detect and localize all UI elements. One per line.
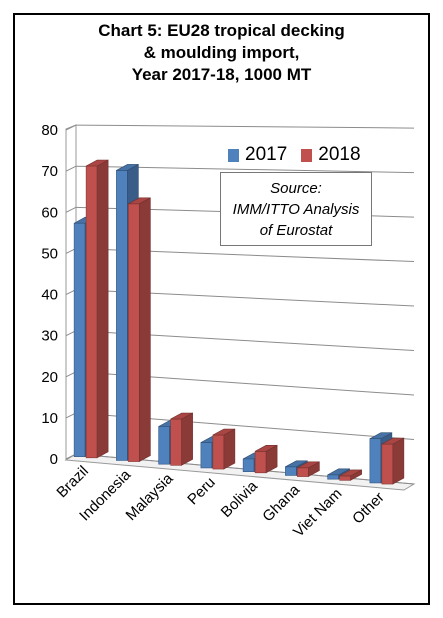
source-annotation: Source: IMM/ITTO Analysis of Eurostat: [220, 172, 372, 246]
gridline-side: [65, 165, 77, 172]
legend-swatch-2018: [301, 148, 313, 162]
chart-legend: 2017 2018: [228, 144, 361, 166]
bar-2018-viet-nam: [339, 469, 362, 481]
y-tick-label: 80: [41, 122, 58, 139]
chart-title-line-3: Year 2017-18, 1000 MT: [131, 65, 312, 84]
x-tick-label: Peru: [184, 474, 218, 508]
legend-swatch-2017: [228, 148, 239, 162]
bar-2018-indonesia: [128, 197, 151, 463]
chart-title-line-1: Chart 5: EU28 tropical decking: [98, 21, 345, 40]
x-tick-label: Brazil: [53, 463, 92, 502]
bar-2018-bolivia: [254, 444, 278, 474]
bar-2018-other: [381, 437, 405, 485]
source-line-2: IMM/ITTO Analysis: [232, 201, 360, 218]
y-tick-label: 40: [41, 287, 58, 304]
gridline: [75, 124, 415, 129]
gridline-side: [65, 206, 77, 213]
y-tick-label: 50: [41, 245, 58, 262]
y-tick-label: 10: [41, 410, 58, 427]
y-tick-label: 60: [41, 204, 58, 221]
x-tick-label: Bolivia: [218, 477, 262, 521]
x-tick-label: Ghana: [259, 481, 303, 525]
y-tick-label: 30: [41, 328, 58, 345]
source-line-1: Source:: [270, 180, 322, 197]
source-line-3: of Eurostat: [259, 222, 333, 239]
x-tick-label: Other: [349, 489, 388, 528]
y-tick-label: 20: [41, 369, 58, 386]
legend-item-2018: 2018: [301, 144, 361, 166]
chart-title: Chart 5: EU28 tropical decking & mouldin…: [13, 20, 430, 86]
legend-label-2017: 2017: [245, 144, 288, 165]
bar-2018-malaysia: [170, 412, 193, 466]
y-tick-label: 70: [41, 163, 58, 180]
chart-title-line-2: & moulding import,: [143, 43, 300, 62]
bar-2018-brazil: [85, 159, 109, 459]
legend-item-2017: 2017: [228, 144, 287, 166]
legend-label-2018: 2018: [318, 144, 361, 165]
gridline-side: [65, 124, 77, 131]
bar-2018-ghana: [297, 461, 320, 478]
bar-2018-peru: [212, 428, 236, 470]
y-tick-label: 0: [50, 451, 58, 468]
